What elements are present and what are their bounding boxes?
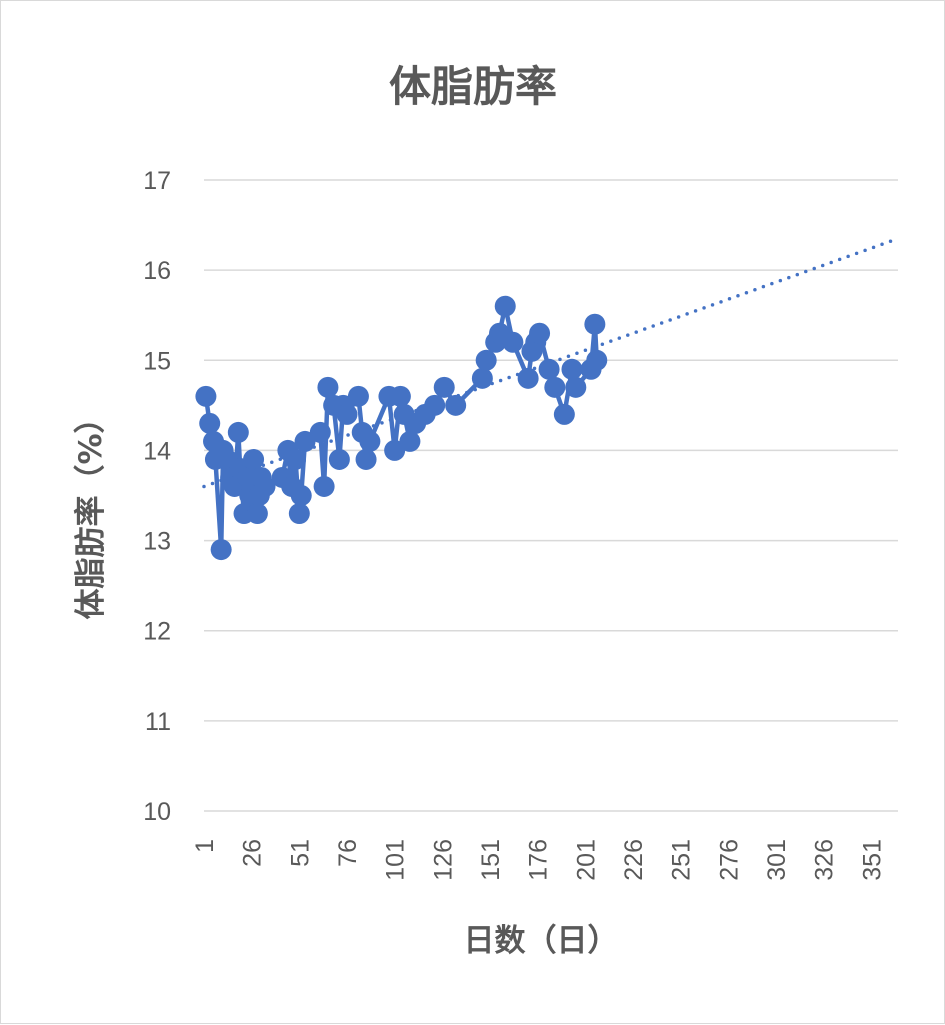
data-point <box>433 376 455 398</box>
y-tick-label: 11 <box>145 708 171 736</box>
x-tick-label: 201 <box>572 839 600 881</box>
data-point <box>347 385 369 407</box>
data-point <box>494 295 516 317</box>
x-tick-label: 351 <box>858 839 886 881</box>
data-point <box>565 376 587 398</box>
data-point <box>254 475 276 497</box>
data-point <box>502 331 524 353</box>
x-tick-label: 101 <box>382 839 410 881</box>
data-point <box>586 349 608 371</box>
data-point <box>584 313 606 335</box>
x-tick-label: 151 <box>477 839 505 881</box>
data-point <box>246 503 268 525</box>
data-point <box>227 421 249 443</box>
y-axis-ticks: 10 11 12 13 14 15 16 17 <box>143 167 171 826</box>
x-tick-label: 1 <box>191 839 219 853</box>
data-point <box>553 403 575 425</box>
y-tick-label: 17 <box>143 167 171 195</box>
data-point <box>285 448 307 470</box>
data-point <box>561 358 583 380</box>
y-tick-label: 15 <box>143 347 171 375</box>
x-axis-label: 日数（日） <box>464 923 619 959</box>
data-point <box>210 539 232 561</box>
x-tick-label: 176 <box>525 839 553 881</box>
y-tick-label: 10 <box>143 798 171 826</box>
x-tick-label: 126 <box>429 839 457 881</box>
data-point <box>199 412 221 434</box>
y-tick-label: 13 <box>143 528 171 556</box>
x-tick-label: 276 <box>715 839 743 881</box>
x-tick-label: 76 <box>334 839 362 867</box>
data-point <box>336 403 358 425</box>
chart-title: 体脂肪率 <box>389 62 557 111</box>
data-point <box>424 394 446 416</box>
data-point <box>294 430 316 452</box>
y-tick-label: 14 <box>143 437 171 465</box>
y-axis-label: 体脂肪率（%） <box>73 402 109 619</box>
data-point <box>538 358 560 380</box>
y-tick-label: 12 <box>143 618 171 646</box>
x-axis-ticks: 1 26 51 76 101 126 151 176 201 226 251 276 301 326 351 <box>191 839 886 881</box>
x-tick-label: 301 <box>763 839 791 881</box>
data-point <box>317 376 339 398</box>
x-tick-label: 226 <box>620 839 648 881</box>
x-tick-label: 51 <box>286 839 314 867</box>
data-point <box>389 385 411 407</box>
data-point <box>475 349 497 371</box>
data-point <box>471 367 493 389</box>
data-point <box>355 448 377 470</box>
series-group <box>195 295 608 561</box>
data-point <box>399 430 421 452</box>
x-tick-label: 251 <box>668 839 696 881</box>
data-point <box>243 448 265 470</box>
data-point <box>328 448 350 470</box>
data-point <box>195 385 217 407</box>
data-point <box>517 367 539 389</box>
data-point <box>309 421 331 443</box>
data-point <box>288 503 310 525</box>
x-tick-label: 326 <box>811 839 839 881</box>
data-point <box>290 485 312 506</box>
data-point <box>384 439 406 461</box>
data-point <box>359 430 381 452</box>
data-point <box>544 376 566 398</box>
data-point <box>313 475 335 497</box>
data-point <box>445 394 467 416</box>
data-point <box>529 322 551 344</box>
y-tick-label: 16 <box>143 257 171 285</box>
x-tick-label: 26 <box>239 839 267 867</box>
